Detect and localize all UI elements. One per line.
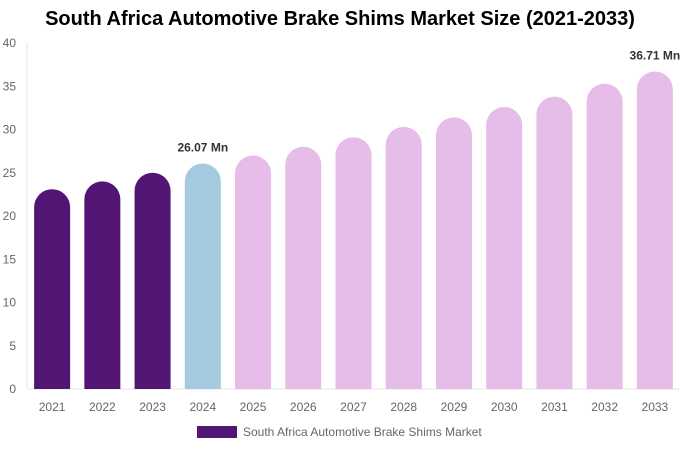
x-tick-label: 2026 xyxy=(290,400,317,414)
x-tick-label: 2024 xyxy=(189,400,216,414)
bar-2022[interactable] xyxy=(84,181,121,389)
bar-2033[interactable] xyxy=(636,71,673,390)
legend[interactable]: South Africa Automotive Brake Shims Mark… xyxy=(197,425,482,439)
x-tick-label: 2030 xyxy=(491,400,518,414)
x-tick-label: 2029 xyxy=(441,400,468,414)
y-tick-label: 35 xyxy=(3,79,17,93)
y-tick-label: 20 xyxy=(3,209,17,223)
x-tick-label: 2031 xyxy=(541,400,568,414)
x-tick-label: 2028 xyxy=(390,400,417,414)
y-tick-label: 40 xyxy=(3,36,17,50)
x-tick-label: 2023 xyxy=(139,400,166,414)
legend-swatch xyxy=(197,426,237,438)
bar-2025[interactable] xyxy=(235,155,272,389)
y-tick-label: 0 xyxy=(9,382,16,396)
y-tick-label: 25 xyxy=(3,166,17,180)
x-tick-label: 2032 xyxy=(591,400,618,414)
bar-2030[interactable] xyxy=(486,107,523,389)
chart-title: South Africa Automotive Brake Shims Mark… xyxy=(45,8,635,30)
data-label: 26.07 Mn xyxy=(177,140,228,154)
bar-2024[interactable] xyxy=(184,163,221,389)
bar-2029[interactable] xyxy=(435,117,472,389)
bar-2032[interactable] xyxy=(586,83,623,389)
x-tick-label: 2022 xyxy=(89,400,116,414)
bar-2023[interactable] xyxy=(134,172,171,389)
bar-2021[interactable] xyxy=(34,189,71,389)
x-tick-label: 2025 xyxy=(240,400,267,414)
bar-2027[interactable] xyxy=(335,137,372,389)
data-label: 36.71 Mn xyxy=(630,48,680,62)
x-tick-label: 2027 xyxy=(340,400,367,414)
y-tick-label: 5 xyxy=(9,339,16,353)
x-tick-label: 2021 xyxy=(39,400,66,414)
bar-2031[interactable] xyxy=(536,96,573,389)
y-tick-label: 10 xyxy=(3,296,17,310)
bar-2026[interactable] xyxy=(285,146,322,389)
x-tick-label: 2033 xyxy=(642,400,669,414)
legend-label: South Africa Automotive Brake Shims Mark… xyxy=(243,425,482,439)
y-tick-label: 30 xyxy=(3,123,17,137)
y-tick-label: 15 xyxy=(3,252,17,266)
bar-2028[interactable] xyxy=(385,126,422,389)
